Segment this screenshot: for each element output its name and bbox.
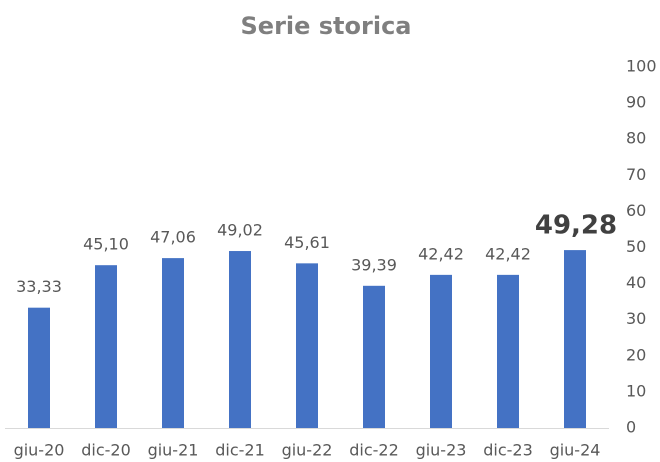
bar bbox=[28, 307, 50, 428]
x-tick-label: giu-24 bbox=[550, 441, 601, 460]
y-tick-label: 20 bbox=[626, 345, 646, 364]
bar bbox=[95, 265, 117, 428]
bar bbox=[430, 274, 452, 428]
bar bbox=[564, 250, 586, 428]
value-label: 47,06 bbox=[150, 228, 196, 247]
x-tick-label: giu-23 bbox=[416, 441, 467, 460]
value-label: 39,39 bbox=[351, 255, 397, 274]
x-tick-label: giu-22 bbox=[282, 441, 333, 460]
bar bbox=[229, 251, 251, 428]
bar bbox=[363, 285, 385, 428]
x-tick-label: dic-20 bbox=[81, 441, 131, 460]
y-tick-label: 10 bbox=[626, 381, 646, 400]
y-tick-label: 90 bbox=[626, 93, 646, 112]
y-tick-label: 0 bbox=[626, 418, 636, 437]
value-label: 42,42 bbox=[418, 244, 464, 263]
y-tick-label: 60 bbox=[626, 201, 646, 220]
value-label: 33,33 bbox=[16, 277, 62, 296]
value-label: 45,61 bbox=[284, 233, 330, 252]
x-tick-label: dic-23 bbox=[483, 441, 533, 460]
x-tick-label: dic-22 bbox=[349, 441, 399, 460]
y-tick-label: 50 bbox=[626, 237, 646, 256]
bar bbox=[296, 263, 318, 428]
bar bbox=[497, 274, 519, 428]
x-tick-label: dic-21 bbox=[215, 441, 265, 460]
value-label: 49,02 bbox=[217, 221, 263, 240]
y-tick-label: 40 bbox=[626, 273, 646, 292]
value-label: 45,10 bbox=[83, 235, 129, 254]
x-tick-label: giu-21 bbox=[148, 441, 199, 460]
y-tick-label: 70 bbox=[626, 165, 646, 184]
bar bbox=[162, 258, 184, 428]
y-tick-label: 30 bbox=[626, 309, 646, 328]
x-tick-label: giu-20 bbox=[14, 441, 65, 460]
value-label: 42,42 bbox=[485, 244, 531, 263]
chart-title: Serie storica bbox=[241, 12, 412, 40]
y-tick-label: 80 bbox=[626, 129, 646, 148]
y-tick-label: 100 bbox=[626, 57, 657, 76]
value-label: 49,28 bbox=[535, 211, 617, 241]
